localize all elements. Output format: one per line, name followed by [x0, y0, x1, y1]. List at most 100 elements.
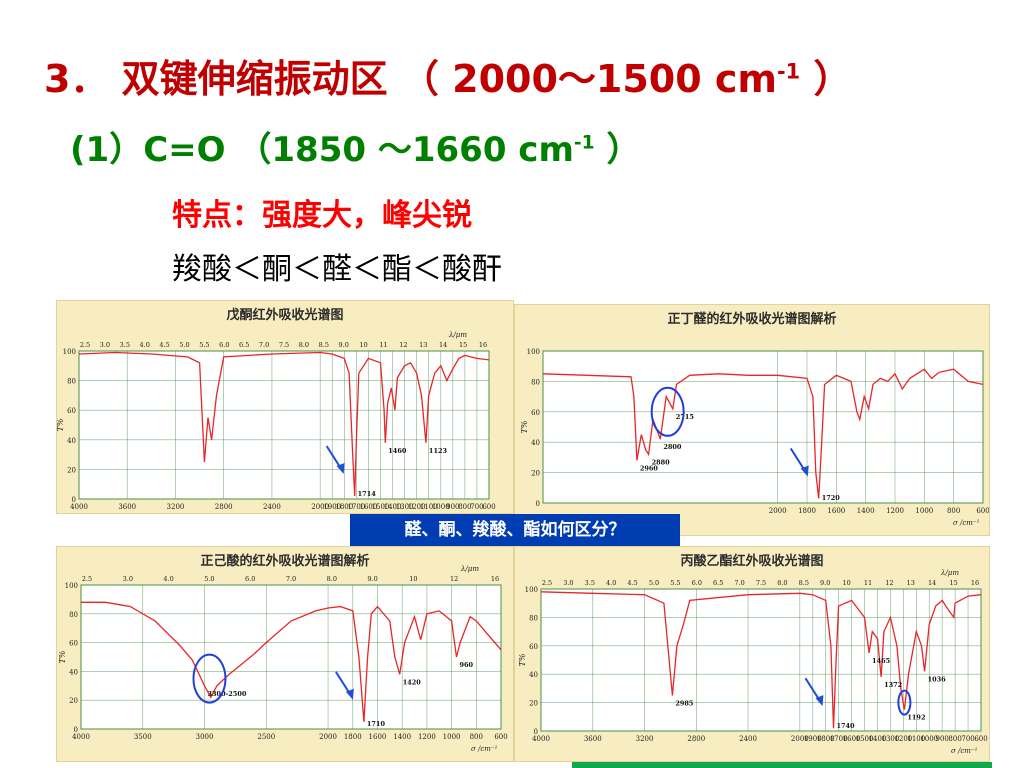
wavelength-tick-label: 2.5	[82, 575, 92, 583]
wavelength-tick-label: 2.5	[80, 341, 90, 349]
x-tick-label: 1400	[393, 733, 411, 741]
peak-label: 1036	[928, 675, 947, 683]
wavelength-tick-label: 12	[885, 579, 893, 587]
x-tick-label: 3600	[118, 503, 136, 511]
wavelength-tick-label: 15	[949, 579, 957, 587]
y-tick-label: 60	[529, 643, 538, 651]
x-tick-label: 2400	[739, 735, 757, 743]
chart-title: 丙酸乙酯红外吸收光谱图	[680, 554, 824, 569]
y-tick-label: 20	[531, 470, 540, 478]
chart-panel-hexanoic-acid: 0 20 40 60 80 100 4000 3500 3000 2500 2000 1800 1600…	[56, 546, 514, 762]
subtitle-tail: ）	[594, 130, 641, 170]
x-tick-label: 3500	[134, 733, 152, 741]
y-axis-label: T%	[58, 650, 67, 663]
x-tick-label: 2000	[319, 733, 337, 741]
peak-label: 2985	[675, 700, 694, 708]
x-tick-label: 1200	[418, 733, 436, 741]
x-tick-label: 1200	[894, 735, 912, 743]
x-tick-label: 1300	[396, 503, 414, 511]
x-axis-label: σ /cm⁻¹	[951, 747, 978, 755]
x-tick-label: 1400	[869, 735, 887, 743]
x-tick-label: 800	[458, 503, 471, 511]
wavelength-tick-label: 9.0	[367, 575, 377, 583]
x-tick-label: 1700	[830, 735, 848, 743]
section-subtitle: (1）C=O （1850 ～1660 cm-1 ）	[70, 122, 641, 171]
y-axis-label: T%	[520, 420, 529, 433]
chart-panel-ethyl-propanoate: 0 20 40 60 80 100 4000 3600 3200 2800 2400 2000 1900…	[514, 546, 990, 762]
chart-title: 正丁醛的红外吸收光谱图解析	[667, 312, 837, 327]
wavelength-tick-label: 5.0	[179, 341, 189, 349]
x-tick-label: 2000	[791, 735, 809, 743]
x-tick-label: 1600	[827, 507, 845, 515]
wavelength-tick-label: 9.0	[339, 341, 349, 349]
wavelength-tick-label: 16	[971, 579, 979, 587]
x-tick-label: 1000	[443, 733, 461, 741]
x-tick-label: 600	[976, 507, 989, 515]
x-tick-label: 1800	[335, 503, 353, 511]
x-tick-label: 1900	[804, 735, 822, 743]
x-tick-label: 800	[947, 507, 960, 515]
x-tick-label: 2500	[257, 733, 275, 741]
frequency-order-text: 羧酸＜酮＜醛＜酯＜酸酐	[172, 252, 502, 287]
wavelength-tick-label: 3.0	[563, 579, 573, 587]
x-tick-label: 800	[470, 733, 483, 741]
annotation-arrow	[335, 671, 351, 695]
wavelength-tick-label: 14	[928, 579, 936, 587]
spectrum-chart-svg: 0 20 40 60 80 100 4000 3600 3200 2800 2400 20001900…	[57, 331, 496, 511]
y-tick-label: 40	[69, 668, 78, 676]
wavelength-tick-label: 4.5	[627, 579, 637, 587]
wavelength-tick-label: 8.0	[327, 575, 337, 583]
x-tick-label: 1100	[907, 735, 925, 743]
x-tick-label: 1100	[420, 503, 438, 511]
slide-title: 3． 双键伸缩振动区 （ 2000～1500 cm-1 ）	[44, 48, 851, 103]
x-tick-label: 800	[948, 735, 961, 743]
x-axis-label: σ /cm⁻¹	[471, 745, 498, 753]
wavelength-tick-label: 9.0	[820, 579, 830, 587]
plot-area	[540, 588, 982, 732]
x-tick-label: 600	[482, 503, 495, 511]
peak-label: 1740	[836, 722, 855, 730]
x-tick-label: 2000	[311, 503, 329, 511]
y-tick-label: 100	[65, 582, 78, 590]
wavelength-tick-label: 5.0	[649, 579, 659, 587]
wavelength-tick-label: 6.0	[245, 575, 255, 583]
wavelength-tick-label: 6.0	[219, 341, 229, 349]
wavelength-tick-label: 10	[359, 341, 367, 349]
x-tick-label: 1700	[347, 503, 365, 511]
wavelength-tick-label: 7.5	[756, 579, 766, 587]
annotation-circle	[897, 689, 912, 716]
x-tick-label: 900	[446, 503, 459, 511]
x-tick-label: 1600	[369, 733, 387, 741]
y-tick-label: 0	[74, 726, 78, 734]
chart-panel-butanal: 0 20 40 60 80 100 2000 1800 1600 1400 1200 1000 800 6…	[514, 304, 990, 536]
x-tick-label: 1500	[856, 735, 874, 743]
wavelength-tick-label: 13	[907, 579, 915, 587]
annotation-arrowhead	[815, 695, 824, 707]
wavelength-tick-label: 16	[479, 341, 487, 349]
wavelength-tick-label: 11	[379, 341, 387, 349]
x-tick-label: 4000	[72, 733, 90, 741]
x-tick-label: 4000	[70, 503, 88, 511]
spectrum-chart-svg: 0 20 40 60 80 100 4000 3500 3000 2500 2000 1800 1600…	[58, 565, 508, 753]
subtitle-superscript: -1	[573, 132, 595, 154]
peak-label: 1714	[358, 490, 377, 498]
y-tick-label: 60	[531, 409, 540, 417]
spectrum-line	[81, 601, 502, 722]
peak-label: 1460	[388, 447, 407, 455]
peak-label: 1710	[367, 720, 386, 728]
peak-label: 1123	[429, 447, 448, 455]
wavelength-tick-label: 14	[439, 341, 447, 349]
wavelength-tick-label: 3.0	[123, 575, 133, 583]
wavelength-tick-label: 10	[409, 575, 417, 583]
y-tick-label: 80	[67, 378, 76, 386]
annotation-circle	[650, 386, 685, 437]
y-tick-label: 100	[525, 586, 538, 594]
peak-label: 2800	[663, 443, 682, 451]
spectrum-line	[542, 368, 984, 499]
x-tick-label: 700	[470, 503, 483, 511]
x-tick-label: 1200	[886, 507, 904, 515]
peak-label: 1465	[872, 657, 891, 665]
wavelength-tick-label: 8.5	[799, 579, 809, 587]
x-tick-label: 3200	[167, 503, 185, 511]
x-tick-label: 1900	[323, 503, 341, 511]
